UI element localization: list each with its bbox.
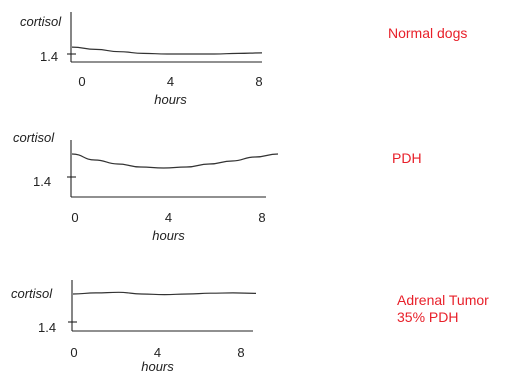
x-tick-label: 4 (165, 210, 172, 225)
x-tick-label: 8 (258, 210, 265, 225)
cortisol-curve (72, 291, 257, 296)
y-axis-label: cortisol (13, 130, 55, 145)
x-axis-label: hours (141, 359, 174, 371)
y-tick-label: 1.4 (40, 49, 58, 64)
y-axis-label: cortisol (11, 286, 53, 301)
cortisol-curve (71, 46, 263, 55)
x-axis-label: hours (154, 92, 187, 107)
x-tick-label: 4 (154, 345, 161, 360)
y-tick-label: 1.4 (33, 174, 51, 189)
panel-caption: Adrenal Tumor (397, 292, 489, 308)
chart-panel-2: 1.4 cortisol 0 4 8 hours PDH (13, 130, 422, 243)
y-axis-label: cortisol (20, 14, 62, 29)
x-tick-label: 4 (167, 74, 174, 89)
panel-caption: Normal dogs (388, 25, 467, 41)
cortisol-curve (71, 153, 279, 169)
x-tick-label: 8 (255, 74, 262, 89)
x-tick-label: 0 (78, 74, 85, 89)
x-axis-label: hours (152, 228, 185, 243)
x-tick-label: 0 (71, 210, 78, 225)
x-tick-label: 8 (237, 345, 244, 360)
x-tick-label: 0 (70, 345, 77, 360)
panel-caption: 35% PDH (397, 309, 458, 325)
panel-caption: PDH (392, 150, 422, 166)
y-tick-label: 1.4 (38, 320, 56, 335)
chart-panel-1: 1.4 cortisol 0 4 8 hours Normal dogs (20, 12, 467, 107)
